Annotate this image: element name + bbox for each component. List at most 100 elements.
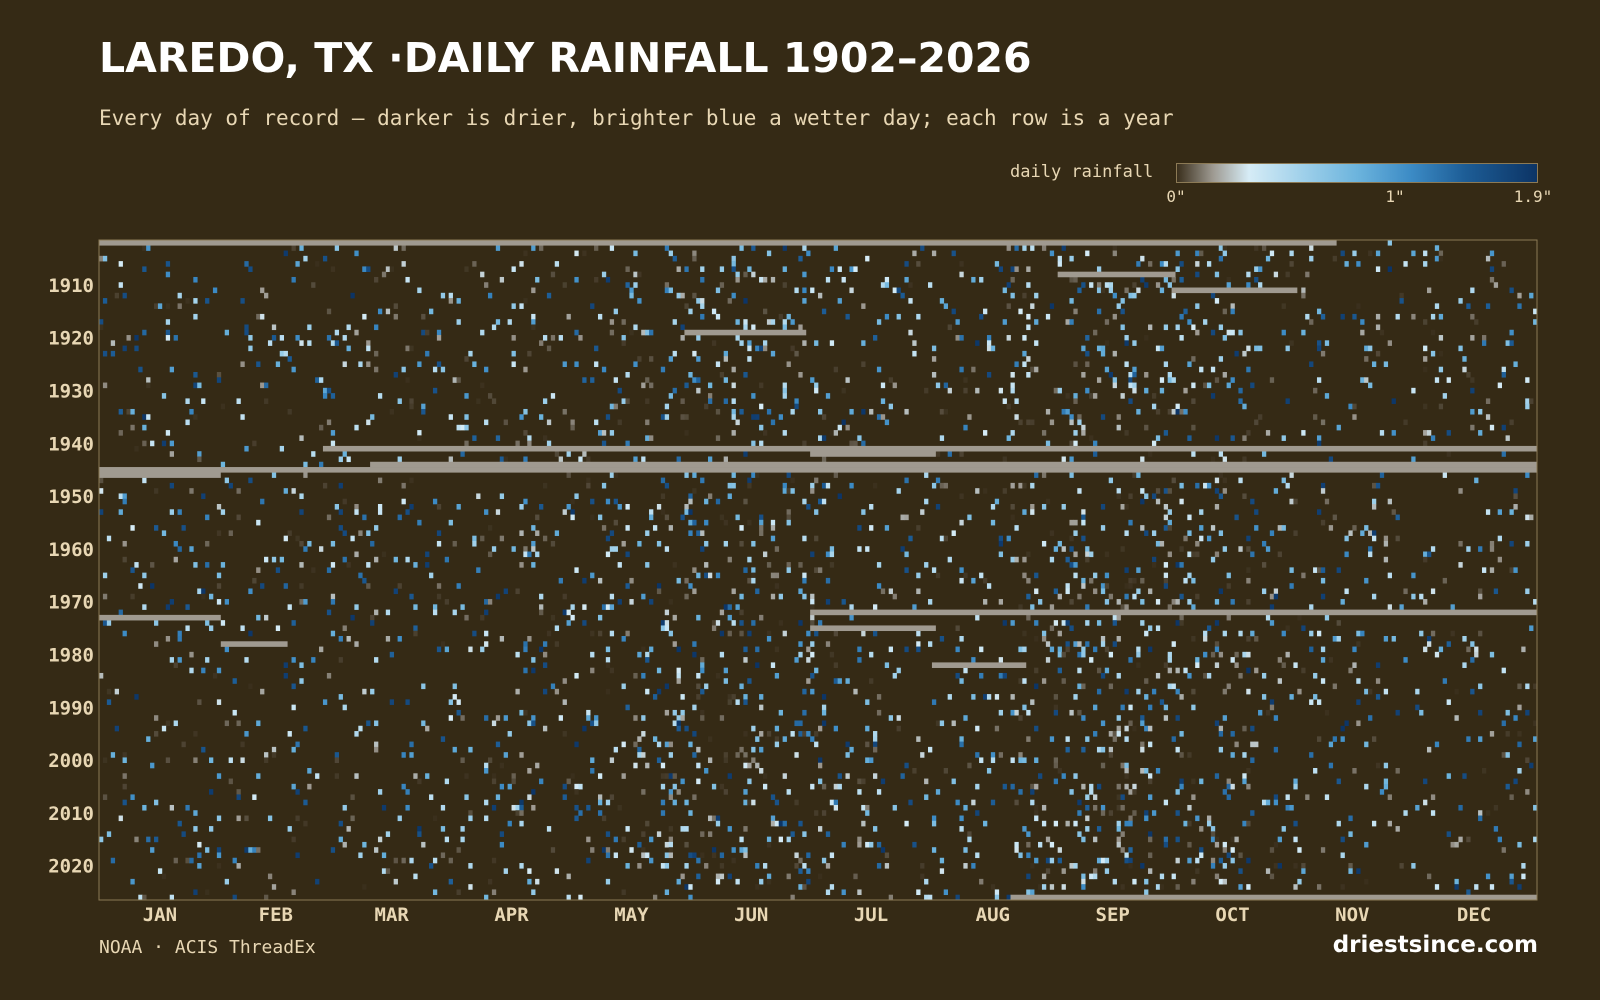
rain-cell — [1195, 540, 1200, 547]
rain-cell — [311, 567, 316, 573]
rain-cell — [271, 324, 277, 331]
rain-cell — [727, 493, 732, 500]
rain-cell — [330, 340, 336, 346]
rain-cell — [326, 308, 332, 315]
rain-cell — [181, 525, 186, 531]
rain-cell — [197, 588, 202, 595]
rain-cell — [601, 847, 607, 853]
rain-cell — [975, 852, 980, 859]
rain-cell — [566, 504, 571, 510]
rain-cell — [220, 509, 226, 515]
rain-cell — [1128, 377, 1133, 383]
rain-cell — [1360, 530, 1365, 536]
rain-cell — [1446, 699, 1451, 705]
rain-cell — [900, 773, 905, 779]
rain-cell — [633, 361, 638, 368]
rain-cell — [523, 408, 528, 415]
rain-cell — [594, 345, 599, 352]
rain-cell — [291, 704, 296, 711]
rain-cell — [1065, 820, 1070, 827]
rain-cell — [1328, 741, 1334, 748]
rain-cell — [1151, 556, 1157, 563]
rain-cell — [715, 572, 721, 579]
rain-cell — [523, 667, 528, 674]
rain-cell — [1293, 836, 1298, 843]
brand-link[interactable]: driestsince.com — [1332, 932, 1538, 958]
rain-cell — [963, 424, 968, 431]
rain-cell — [609, 403, 615, 410]
rain-cell — [1159, 873, 1165, 880]
rain-cell — [244, 445, 249, 452]
rain-cell — [216, 583, 222, 589]
rain-cell — [770, 519, 776, 526]
rain-cell — [770, 820, 776, 827]
rain-cell — [645, 852, 650, 859]
rain-cell — [1509, 873, 1514, 880]
rain-cell — [1148, 725, 1153, 732]
rain-cell — [1462, 366, 1467, 373]
rain-cell — [696, 377, 701, 383]
rain-cell — [1041, 630, 1047, 637]
rain-cell — [311, 451, 316, 457]
rain-cell — [975, 810, 980, 816]
rain-cell — [1163, 488, 1169, 494]
rain-cell — [346, 345, 351, 352]
rain-cell — [1163, 525, 1169, 531]
rain-cell — [664, 609, 670, 616]
rain-cell — [1010, 783, 1015, 790]
rain-cell — [515, 588, 520, 595]
rain-cell — [924, 778, 929, 785]
rain-cell — [1328, 657, 1334, 663]
rain-cell — [660, 625, 666, 632]
rain-cell — [1022, 335, 1027, 341]
rain-cell — [1171, 408, 1176, 415]
rain-cell — [810, 641, 815, 647]
rain-cell — [1273, 271, 1279, 278]
rain-cell — [1509, 509, 1514, 515]
rain-cell — [1034, 620, 1039, 626]
rain-cell — [869, 504, 874, 510]
rain-cell — [1375, 350, 1381, 357]
rain-cell — [774, 741, 780, 748]
rain-cell — [1100, 525, 1106, 531]
rain-cell — [1230, 303, 1235, 309]
rain-cell — [1116, 783, 1121, 790]
rain-cell — [562, 593, 567, 600]
rain-cell — [786, 519, 791, 526]
rain-cell — [939, 857, 945, 864]
rain-cell — [1148, 868, 1153, 874]
rain-cell — [645, 419, 650, 426]
rain-cell — [1140, 255, 1145, 262]
rain-cell — [201, 593, 206, 600]
rain-cell — [597, 794, 603, 800]
rain-cell — [845, 741, 850, 748]
rain-cell — [802, 572, 807, 579]
rain-cell — [1163, 514, 1169, 521]
rain-cell — [197, 852, 202, 859]
rain-cell — [621, 398, 626, 404]
rain-cell — [1026, 266, 1031, 272]
rain-cell — [244, 847, 249, 853]
rain-cell — [916, 261, 921, 267]
rain-cell — [582, 377, 587, 383]
rain-cell — [684, 382, 689, 389]
rain-cell — [1187, 804, 1192, 811]
rain-cell — [574, 250, 579, 257]
rain-cell — [1148, 261, 1153, 267]
rain-cell — [326, 514, 332, 521]
rain-cell — [1061, 620, 1066, 626]
rain-cell — [1234, 350, 1239, 357]
rain-cell — [613, 852, 618, 859]
rain-cell — [193, 731, 198, 737]
rain-cell — [330, 430, 336, 436]
rain-cell — [1159, 699, 1165, 705]
rain-cell — [484, 509, 489, 515]
rain-cell — [1242, 778, 1247, 785]
rain-cell — [621, 773, 626, 779]
rain-cell — [955, 319, 960, 325]
rain-cell — [354, 773, 359, 779]
rain-cell — [1371, 593, 1377, 600]
rain-cell — [1018, 308, 1023, 315]
rain-cell — [676, 725, 681, 732]
